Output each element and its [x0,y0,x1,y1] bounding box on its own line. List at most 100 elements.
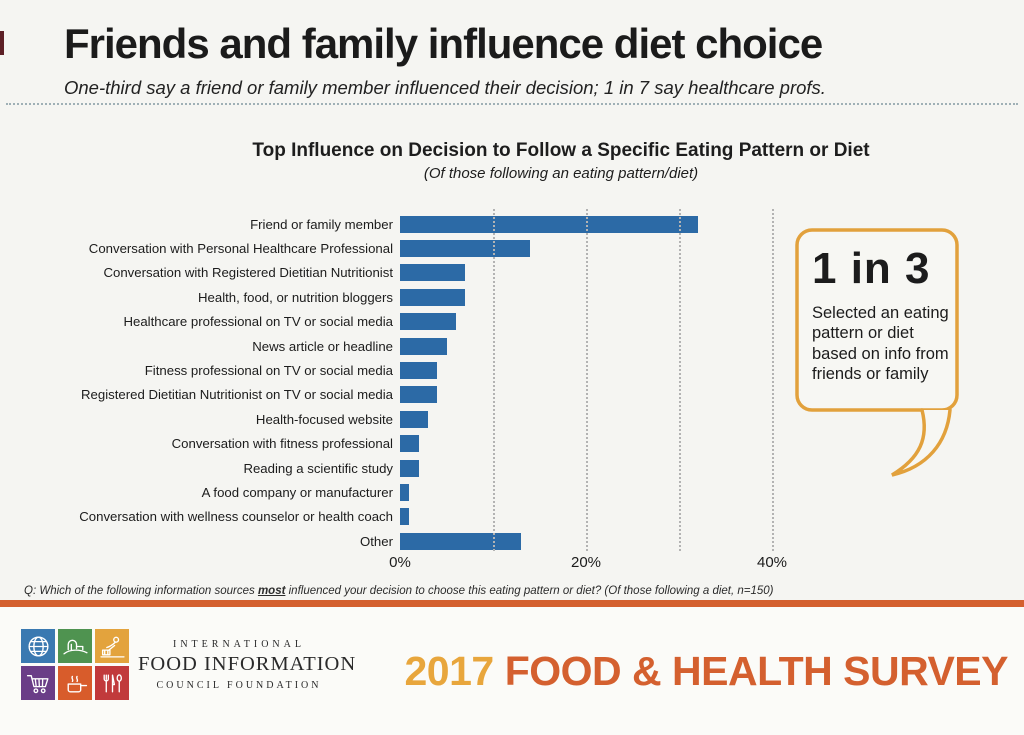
logo-tile-globe [21,629,55,663]
bar [400,508,410,526]
scan-artifact [0,31,4,55]
chart-subtitle: (Of those following an eating pattern/di… [423,165,699,182]
page-subtitle: One-third say a friend or family member … [64,77,826,98]
bar [400,459,419,477]
chart-row: Conversation with Registered Dietitian N… [58,261,810,285]
bar-track [400,508,810,526]
callout-bubble-tail [891,408,952,477]
callout: 1 in 3 Selected an eating pattern or die… [812,244,954,385]
page-title: Friends and family influence diet choice [64,20,823,67]
chart-row: Fitness professional on TV or social med… [58,358,810,382]
chart-header: Top Influence on Decision to Follow a Sp… [98,140,1024,182]
chart-row: Registered Dietitian Nutritionist on TV … [58,383,810,407]
callout-bubble-box [795,228,959,412]
chart-row: Other [58,529,810,553]
chart-row: Health-focused website [58,407,810,431]
bar-label: Other [360,533,393,549]
farm-icon [62,639,88,654]
bar [400,386,438,404]
bar-track [400,337,810,355]
logo-tile-farm [58,629,92,663]
bar-track [400,288,810,306]
bar-track [400,435,810,453]
logo-tile-pot [58,666,92,700]
bar [400,240,531,258]
x-axis-tick: 0% [389,554,411,571]
farmer-icon [99,636,125,658]
chart-row: Conversation with wellness counselor or … [58,505,810,529]
ific-wordmark: INTERNATIONAL FOOD INFORMATION COUNCIL F… [138,639,357,691]
bar-track [400,459,810,477]
logo-tile-utensils [95,666,129,700]
callout-body: Selected an eating pattern or diet based… [812,304,949,384]
survey-year: 2017 [404,648,494,694]
bar [400,532,521,550]
bar-label: Reading a scientific study [243,460,393,476]
bar-track [400,386,810,404]
bar-chart: Friend or family member Conversation with… [58,209,810,553]
x-axis: 0% 20% 40% [389,554,820,574]
bar [400,288,466,306]
chart-row: Friend or family member [58,212,810,236]
callout-headline: 1 in 3 [812,244,931,293]
ific-logo [21,629,129,700]
bar-label: Conversation with Registered Dietitian N… [103,265,393,281]
bar [400,313,456,331]
bar-track [400,264,810,282]
callout-bubble [795,228,959,477]
utensils-icon [103,673,122,692]
bar-track [400,215,810,233]
shopping-cart-icon [26,674,49,693]
chart-row: Healthcare professional on TV or social … [58,310,810,334]
bar-track [400,362,810,380]
chart-row: Conversation with fitness professional [58,432,810,456]
x-axis-tick: 20% [570,554,602,571]
globe-icon [27,635,49,657]
bar [400,483,410,501]
x-axis-tick: 40% [756,554,788,571]
bar-track [400,240,810,258]
footnote-underlined-word: most [257,585,286,597]
bar-label: Health-focused website [255,411,393,427]
cooking-pot-icon [67,675,87,692]
bar [400,362,438,380]
bar-label: News article or headline [252,338,393,354]
bar-label: Friend or family member [250,216,393,232]
logo-tile-cart [21,666,55,700]
bar-label: Fitness professional on TV or social med… [144,363,393,379]
chart-row: Reading a scientific study [58,456,810,480]
bar-label: Conversation with fitness professional [171,436,393,452]
chart-row: News article or headline [58,334,810,358]
chart-rows: Friend or family member Conversation with… [58,212,810,553]
bar-label: Healthcare professional on TV or social … [123,314,393,330]
bar-label: A food company or manufacturer [201,484,393,500]
footnote-suffix: influenced your decision to choose this … [285,585,774,597]
logo-tile-farmer [95,629,129,663]
bar [400,215,698,233]
bar [400,264,466,282]
ific-line3: COUNCIL FOUNDATION [156,680,322,691]
orange-divider-rule [0,600,1024,607]
chart-row: Health, food, or nutrition bloggers [58,285,810,309]
survey-title: FOOD & HEALTH SURVEY [504,648,1009,694]
question-footnote: Q: Which of the following information so… [24,585,774,597]
ific-line1: INTERNATIONAL [173,639,305,650]
footer [0,607,1024,735]
bar-label: Conversation with wellness counselor or … [79,509,393,525]
chart-title: Top Influence on Decision to Follow a Sp… [252,140,870,161]
bar-track [400,313,810,331]
ific-line2: FOOD INFORMATION [138,653,357,675]
bar-track [400,410,810,428]
survey-wordmark: 2017 FOOD & HEALTH SURVEY [404,648,1008,695]
bar [400,337,447,355]
bar-track [400,483,810,501]
bar [400,435,419,453]
bar-label: Conversation with Personal Healthcare Pr… [88,241,393,257]
bar-track [400,532,810,550]
chart-row: Conversation with Personal Healthcare Pr… [58,236,810,260]
chart-row: A food company or manufacturer [58,480,810,504]
bar-label: Registered Dietitian Nutritionist on TV … [81,387,393,403]
footnote-prefix: Q: Which of the following information so… [24,585,258,597]
dotted-divider [6,103,1018,105]
bar-label: Health, food, or nutrition bloggers [198,289,393,305]
